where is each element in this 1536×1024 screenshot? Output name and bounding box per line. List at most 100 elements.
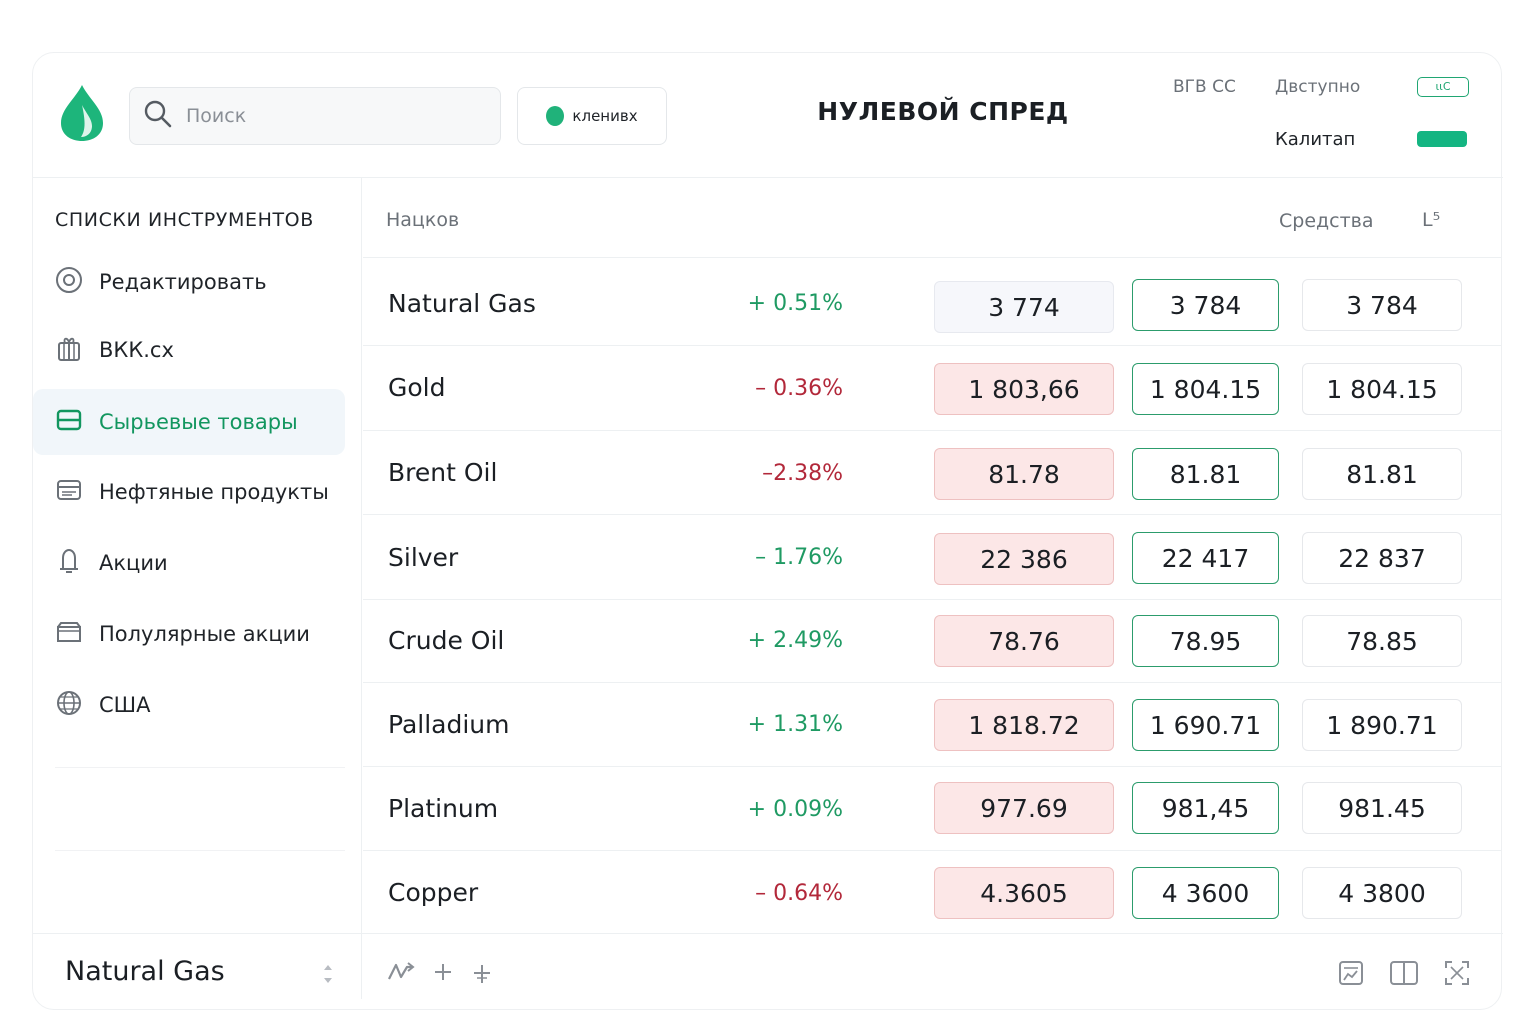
- fullscreen-icon[interactable]: [1443, 959, 1471, 991]
- instrument-name: Platinum: [388, 794, 499, 823]
- row-divider: [363, 766, 1501, 767]
- crosshair-icon[interactable]: [471, 959, 493, 989]
- row-divider: [363, 850, 1501, 851]
- sidebar-item-label: Нефтяные продукты: [99, 480, 329, 504]
- sidebar-item-label: Редактировать: [99, 270, 267, 294]
- instrument-name: Silver: [388, 543, 459, 572]
- instrument-name: Copper: [388, 878, 479, 907]
- status-label-1: ВГВ СС: [1173, 77, 1236, 97]
- row-divider: [363, 430, 1501, 431]
- sidebar-item-vkk[interactable]: ВКК.сх: [33, 317, 345, 383]
- sidebar-item-label: Сырьевые товары: [99, 410, 298, 434]
- list-card-icon: [55, 476, 83, 509]
- change-percent: – 1.76%: [755, 545, 843, 570]
- selected-instrument[interactable]: Natural Gas: [65, 956, 225, 987]
- last-price[interactable]: 4 3800: [1302, 867, 1462, 919]
- sidebar-divider: [361, 177, 362, 999]
- split-view-icon[interactable]: [1389, 959, 1419, 991]
- plus-icon[interactable]: [433, 959, 453, 989]
- column-header-funds[interactable]: Средства: [1279, 210, 1374, 232]
- sidebar-item-label: США: [99, 693, 151, 717]
- sidebar-divider-line: [55, 850, 345, 851]
- toggle-solid[interactable]: [1417, 131, 1467, 147]
- row-divider: [363, 345, 1501, 346]
- sell-price-button[interactable]: 78.76: [934, 615, 1114, 667]
- change-percent: –2.38%: [762, 461, 843, 486]
- change-percent: – 0.64%: [755, 881, 843, 906]
- sell-price-button[interactable]: 3 774: [934, 281, 1114, 333]
- status-label-3: Калитап: [1275, 129, 1356, 150]
- search-icon: [144, 100, 172, 132]
- sidebar-item-label: ВКК.сх: [99, 338, 174, 362]
- sidebar-item-stocks[interactable]: Акции: [33, 530, 345, 596]
- header-divider: [33, 177, 1503, 178]
- change-percent: + 2.49%: [747, 628, 843, 653]
- app-window: кленивх НУЛЕВОЙ СПРЕД ВГВ СС Двступно ιι…: [32, 52, 1503, 1010]
- account-label: кленивх: [572, 107, 638, 125]
- row-divider: [363, 682, 1501, 683]
- circle-edit-icon: [55, 266, 83, 299]
- account-button[interactable]: кленивх: [517, 87, 667, 145]
- change-percent: + 0.51%: [747, 291, 843, 316]
- globe-icon: [55, 689, 83, 722]
- last-price[interactable]: 1 890.71: [1302, 699, 1462, 751]
- folder-icon: [55, 618, 83, 651]
- row-divider: [363, 599, 1501, 600]
- search-box[interactable]: [129, 87, 501, 145]
- instrument-name: Palladium: [388, 710, 510, 739]
- last-price[interactable]: 22 837: [1302, 532, 1462, 584]
- sort-arrows-icon[interactable]: [321, 963, 335, 989]
- sidebar-item-edit[interactable]: Редактировать: [33, 249, 345, 315]
- row-divider: [363, 514, 1501, 515]
- sidebar-item-usa[interactable]: США: [33, 672, 345, 738]
- sell-price-button[interactable]: 977.69: [934, 782, 1114, 834]
- buy-price-button[interactable]: 3 784: [1132, 279, 1279, 331]
- column-header-extra[interactable]: L⁵: [1422, 209, 1441, 231]
- trend-icon[interactable]: [387, 959, 415, 989]
- sidebar-item-popular-stocks[interactable]: Полулярные акции: [33, 601, 345, 667]
- sidebar-divider-line: [55, 767, 345, 768]
- sidebar-title: СПИСКИ ИНСТРУМЕНТОВ: [55, 209, 314, 231]
- sell-price-button[interactable]: 1 803,66: [934, 363, 1114, 415]
- sell-price-button[interactable]: 4.3605: [934, 867, 1114, 919]
- footer-divider: [33, 933, 1503, 934]
- change-percent: + 1.31%: [747, 712, 843, 737]
- buy-price-button[interactable]: 22 417: [1132, 532, 1279, 584]
- gift-icon: [55, 334, 83, 367]
- toggle-outline[interactable]: ιιC: [1417, 77, 1469, 97]
- instrument-name: Brent Oil: [388, 458, 498, 487]
- sidebar-item-commodities[interactable]: Сырьевые товары: [33, 389, 345, 455]
- buy-price-button[interactable]: 78.95: [1132, 615, 1279, 667]
- last-price[interactable]: 78.85: [1302, 615, 1462, 667]
- sidebar-item-label: Полулярные акции: [99, 622, 310, 646]
- last-price[interactable]: 1 804.15: [1302, 363, 1462, 415]
- page-title: НУЛЕВОЙ СПРЕД: [817, 97, 1069, 126]
- chart-card-icon[interactable]: [1338, 959, 1364, 991]
- buy-price-button[interactable]: 81.81: [1132, 448, 1279, 500]
- last-price[interactable]: 81.81: [1302, 448, 1462, 500]
- sell-price-button[interactable]: 1 818.72: [934, 699, 1114, 751]
- last-price[interactable]: 981.45: [1302, 782, 1462, 834]
- sidebar-item-oil-products[interactable]: Нефтяные продукты: [33, 459, 345, 525]
- buy-price-button[interactable]: 1 804.15: [1132, 363, 1279, 415]
- bell-icon: [55, 547, 83, 580]
- instrument-name: Natural Gas: [388, 289, 536, 318]
- change-percent: + 0.09%: [747, 797, 843, 822]
- sidebar-item-label: Акции: [99, 551, 168, 575]
- instrument-name: Crude Oil: [388, 626, 505, 655]
- sell-price-button[interactable]: 81.78: [934, 448, 1114, 500]
- buy-price-button[interactable]: 1 690.71: [1132, 699, 1279, 751]
- buy-price-button[interactable]: 981,45: [1132, 782, 1279, 834]
- search-input[interactable]: [186, 105, 466, 127]
- last-price[interactable]: 3 784: [1302, 279, 1462, 331]
- status-dot-icon: [546, 106, 565, 126]
- drop-logo-icon: [59, 83, 105, 143]
- instrument-name: Gold: [388, 373, 446, 402]
- header-row-divider: [363, 257, 1501, 258]
- sell-price-button[interactable]: 22 386: [934, 533, 1114, 585]
- card-icon: [55, 406, 83, 439]
- change-percent: – 0.36%: [755, 376, 843, 401]
- column-header-name[interactable]: Нацков: [386, 209, 460, 231]
- buy-price-button[interactable]: 4 3600: [1132, 867, 1279, 919]
- status-label-2: Двступно: [1275, 77, 1361, 97]
